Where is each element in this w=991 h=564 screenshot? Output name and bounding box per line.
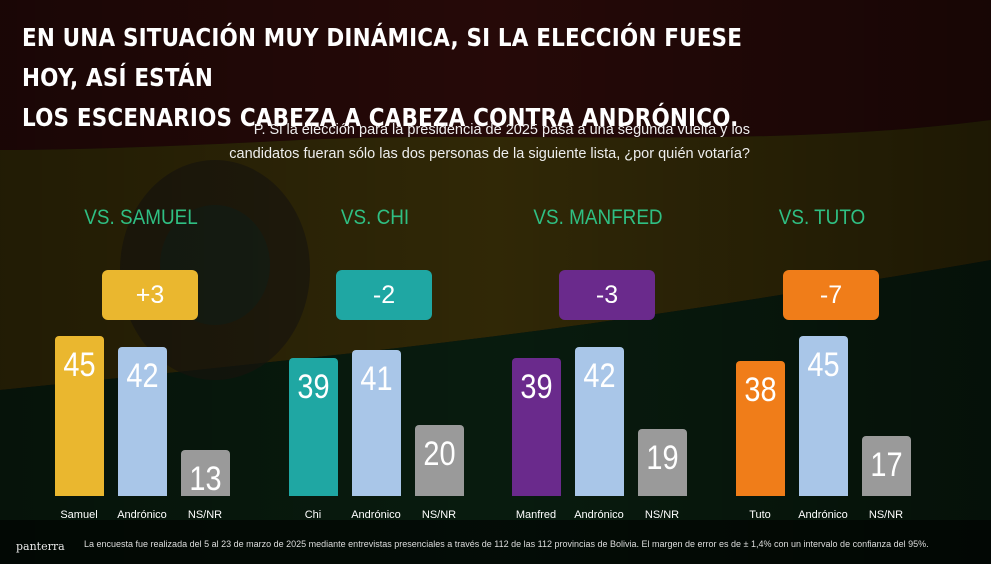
title-line-2: LOS ESCENARIOS CABEZA A CABEZA CONTRA AN… (22, 103, 739, 132)
bar-value-3-0: 38 (744, 371, 777, 410)
footnote: La encuesta fue realizada del 5 al 23 de… (84, 539, 929, 549)
brand-logo: panterra (16, 540, 65, 553)
title-line-1: EN UNA SITUACIÓN MUY DINÁMICA, SI LA ELE… (22, 23, 743, 92)
bar-value-0-2: 13 (189, 459, 222, 498)
bar-2-0: 39 (512, 357, 561, 496)
bar-0-2: 13 (181, 449, 230, 498)
bar-3-1: 45 (799, 336, 848, 496)
bar-3-2: 17 (862, 435, 911, 496)
category-label-0-2: NS/NR (187, 509, 223, 521)
category-label-1-0: Chi (304, 509, 322, 521)
bar-0-0: 45 (55, 336, 104, 496)
difference-badge-3: -7 (783, 270, 879, 320)
difference-badge-1: -2 (336, 270, 432, 320)
bar-1-2: 20 (415, 425, 464, 496)
bar-0-1: 42 (118, 346, 167, 496)
category-label-0-1: Andrónico (117, 509, 167, 521)
group-label-1: VS. CHI (340, 206, 410, 229)
bar-value-1-0: 39 (297, 367, 330, 406)
survey-question: P. Si la elección para la presidencia de… (180, 118, 750, 166)
bar-value-3-2: 17 (870, 445, 903, 484)
category-label-3-2: NS/NR (868, 509, 904, 521)
bar-value-1-2: 20 (423, 435, 456, 473)
page-title: EN UNA SITUACIÓN MUY DINÁMICA, SI LA ELE… (22, 18, 762, 138)
category-label-2-2: NS/NR (644, 509, 680, 521)
difference-badge-2: -3 (559, 270, 655, 320)
group-label-2: VS. MANFRED (533, 206, 663, 229)
bar-2-2: 19 (638, 428, 687, 496)
question-line-1: P. Si la elección para la presidencia de… (253, 122, 750, 138)
bar-value-0-0: 45 (63, 346, 96, 385)
bar-value-0-1: 42 (126, 356, 159, 395)
bar-1-1: 41 (352, 350, 401, 496)
question-line-2: candidatos fueran sólo las dos personas … (229, 146, 750, 162)
category-label-1-1: Andrónico (351, 509, 401, 521)
category-label-3-0: Tuto (749, 509, 771, 521)
bar-value-2-0: 39 (520, 367, 553, 406)
bar-2-1: 42 (575, 346, 624, 496)
group-label-3: VS. TUTO (778, 206, 866, 229)
bar-value-2-2: 19 (646, 438, 679, 477)
bar-value-2-1: 42 (583, 356, 616, 395)
group-label-0: VS. SAMUEL (84, 206, 198, 229)
bar-value-1-1: 41 (360, 360, 393, 399)
bar-3-0: 38 (736, 361, 785, 496)
category-label-0-0: Samuel (60, 509, 98, 521)
category-label-2-0: Manfred (515, 509, 557, 521)
bar-1-0: 39 (289, 357, 338, 496)
category-label-2-1: Andrónico (574, 509, 624, 521)
difference-badge-0: +3 (102, 270, 198, 320)
bar-value-3-1: 45 (807, 346, 840, 385)
category-label-1-2: NS/NR (421, 509, 457, 521)
category-label-3-1: Andrónico (798, 509, 848, 521)
